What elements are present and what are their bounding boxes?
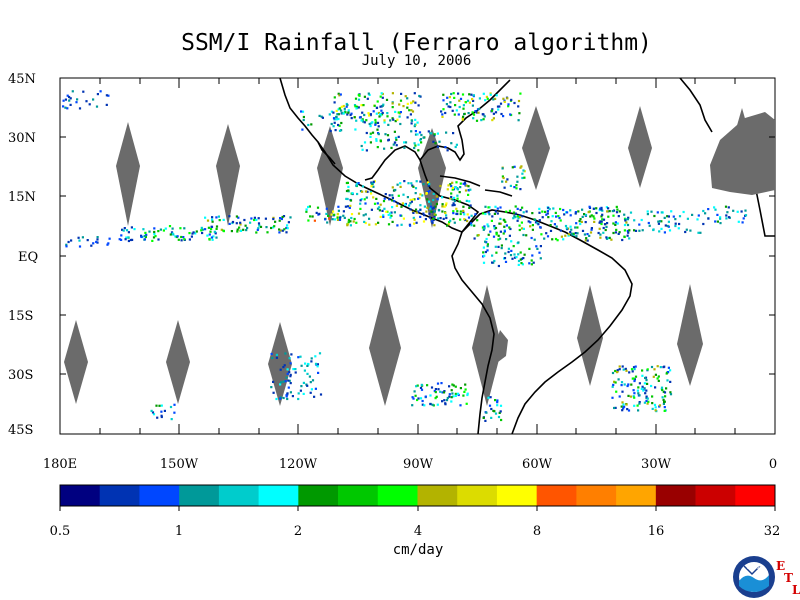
colorbar-segment [576, 485, 617, 506]
no-data-swath [369, 285, 401, 406]
lon-tick-label: 90W [403, 457, 434, 472]
etl-letter: E [776, 559, 785, 573]
etl-letter: T [784, 571, 793, 585]
lat-tick-label: 45N [8, 72, 36, 87]
lon-tick-label: 120W [279, 457, 318, 472]
colorbar-labels: 0.5 1 2 4 8 16 32 cm/day [50, 524, 781, 558]
colorbar-segment [218, 485, 260, 506]
colorbar-segment [139, 485, 180, 506]
lon-tick-label: 150W [160, 457, 199, 472]
colorbar-segment [60, 485, 101, 506]
colorbar-tick-label: 32 [764, 524, 781, 539]
lat-tick-label: 30S [8, 368, 33, 383]
no-data-swath [472, 285, 502, 406]
colorbar-segment [496, 485, 538, 506]
lat-tick-label: EQ [18, 250, 38, 265]
latitude-axis: 45N 30N 15N EQ 15S 30S 45S [8, 72, 775, 438]
colorbar-segment [179, 485, 220, 506]
colorbar-tick-label: 4 [414, 524, 422, 539]
colorbar-tick-label: 16 [648, 524, 665, 539]
colorbar-segment [616, 485, 657, 506]
no-data-swath [628, 106, 652, 188]
no-data-swath [677, 284, 703, 386]
colorbar-segment [298, 485, 339, 506]
etl-logo: E T L [776, 559, 800, 597]
map-subtitle: July 10, 2006 [361, 53, 472, 69]
lon-tick-label: 0 [769, 457, 777, 472]
colorbar-segment [258, 485, 299, 506]
colorbar-segment [99, 485, 140, 506]
lat-tick-label: 30N [8, 131, 36, 146]
lat-tick-label: 15N [8, 190, 36, 205]
lon-tick-label: 180E [43, 457, 77, 472]
colorbar-segment [735, 485, 776, 506]
colorbar-segment [417, 485, 458, 506]
lon-tick-label: 30W [641, 457, 672, 472]
colorbar-segment [377, 485, 418, 506]
lat-tick-label: 45S [8, 423, 33, 438]
colorbar-units: cm/day [393, 542, 444, 558]
colorbar-tick-label: 0.5 [50, 524, 71, 539]
no-data-swath [268, 322, 292, 406]
colorbar-segment [457, 485, 498, 506]
colorbar [59, 484, 776, 511]
colorbar-segment [338, 485, 379, 506]
no-data-swath [577, 285, 603, 386]
land-no-data [494, 112, 775, 362]
no-data-swath [522, 106, 550, 190]
colorbar-segment [695, 485, 736, 506]
colorbar-segment [655, 485, 696, 506]
rainfall-patches [62, 90, 748, 422]
colorbar-tick-label: 2 [294, 524, 302, 539]
no-data-swath [64, 320, 88, 404]
etl-letter: L [792, 583, 800, 597]
map-title: SSM/I Rainfall (Ferraro algorithm) [181, 30, 652, 56]
longitude-axis: 180E 150W 120W 90W 60W 30W 0 [43, 78, 777, 472]
colorbar-tick-label: 8 [533, 524, 541, 539]
lat-tick-label: 15S [8, 309, 33, 324]
no-data-swath [166, 320, 190, 404]
noaa-logo: NOAA [733, 556, 775, 598]
no-data-swath [116, 122, 140, 226]
colorbar-segment [536, 485, 577, 506]
no-data-swath [216, 124, 240, 226]
lon-tick-label: 60W [522, 457, 553, 472]
colorbar-tick-label: 1 [175, 524, 183, 539]
logo-text: NOAA [747, 565, 762, 571]
map-content [62, 78, 775, 434]
